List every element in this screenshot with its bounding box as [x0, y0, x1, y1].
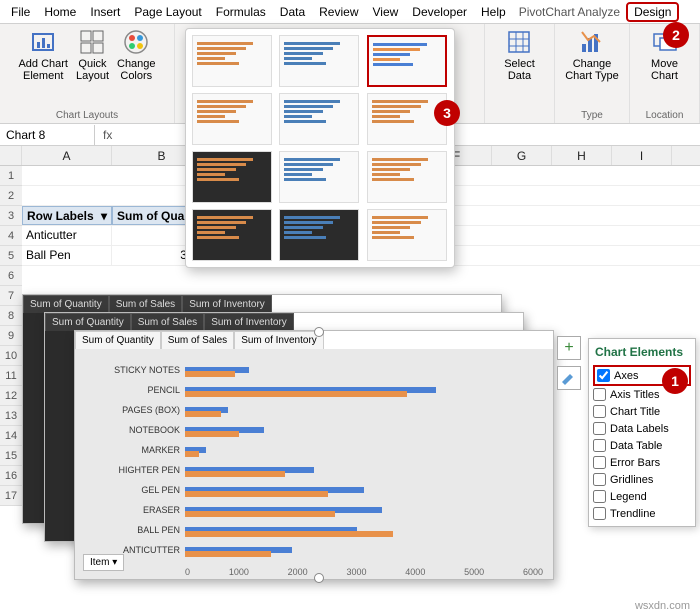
chart-style-selected[interactable]: [367, 35, 447, 87]
tab-data[interactable]: Data: [273, 2, 312, 22]
col-g[interactable]: G: [492, 146, 552, 165]
chart-item-filter[interactable]: Item ▾: [83, 554, 124, 571]
tab-design[interactable]: Design: [626, 2, 679, 22]
watermark: wsxdn.com: [635, 600, 690, 612]
flyout-title: Chart Elements: [593, 343, 691, 365]
tab-pagelayout[interactable]: Page Layout: [127, 2, 208, 22]
group-chart-layouts: Chart Layouts: [56, 108, 118, 121]
col-i[interactable]: I: [612, 146, 672, 165]
chart-elements-button[interactable]: +: [557, 336, 581, 360]
callout-3: 3: [434, 100, 460, 126]
col-a[interactable]: A: [22, 146, 112, 165]
tab-view[interactable]: View: [366, 2, 406, 22]
pivot-row-labels[interactable]: Row Labels▾: [22, 206, 112, 225]
pivot-row-ballpen: Ball Pen: [22, 246, 112, 265]
flyout-error-bars[interactable]: Error Bars: [593, 454, 691, 471]
flyout-trendline[interactable]: Trendline: [593, 505, 691, 522]
pivot-row-anticutter: Anticutter: [22, 226, 112, 245]
pivot-chart-stack: Sum of QuantitySum of SalesSum of Invent…: [22, 294, 542, 594]
flyout-data-table[interactable]: Data Table: [593, 437, 691, 454]
tab-pivotchart-analyze[interactable]: PivotChart Analyze: [513, 2, 626, 22]
callout-2: 2: [663, 22, 689, 48]
group-type: Type: [581, 108, 603, 121]
chart-elements-flyout: Chart Elements Axes Axis Titles Chart Ti…: [588, 338, 696, 527]
tab-formulas[interactable]: Formulas: [209, 2, 273, 22]
quick-layout-button[interactable]: Quick Layout: [76, 28, 109, 82]
select-data-button[interactable]: Select Data: [504, 28, 535, 82]
tab-insert[interactable]: Insert: [83, 2, 127, 22]
change-chart-type-button[interactable]: Change Chart Type: [565, 28, 619, 82]
change-colors-button[interactable]: Change Colors: [117, 28, 156, 82]
fx-label: fx: [95, 128, 120, 142]
tab-review[interactable]: Review: [312, 2, 365, 22]
chart-styles-button[interactable]: [557, 366, 581, 390]
group-location: Location: [646, 108, 684, 121]
col-h[interactable]: H: [552, 146, 612, 165]
flyout-legend[interactable]: Legend: [593, 488, 691, 505]
callout-1: 1: [662, 368, 688, 394]
flyout-data-labels[interactable]: Data Labels: [593, 420, 691, 437]
tab-help[interactable]: Help: [474, 2, 513, 22]
flyout-chart-title[interactable]: Chart Title: [593, 403, 691, 420]
tab-developer[interactable]: Developer: [405, 2, 474, 22]
chart-styles-gallery[interactable]: [185, 28, 455, 268]
tab-home[interactable]: Home: [37, 2, 83, 22]
chart-front[interactable]: Sum of QuantitySum of SalesSum of Invent…: [74, 330, 554, 580]
add-chart-element-button[interactable]: Add Chart Element: [18, 28, 68, 82]
tab-file[interactable]: File: [4, 2, 37, 22]
ribbon-tabs: File Home Insert Page Layout Formulas Da…: [0, 0, 700, 24]
flyout-gridlines[interactable]: Gridlines: [593, 471, 691, 488]
name-box[interactable]: Chart 8: [0, 125, 95, 145]
